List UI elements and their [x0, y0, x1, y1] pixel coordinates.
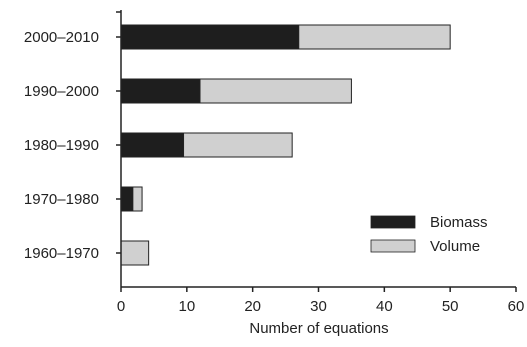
bar-volume-2000-2010 — [298, 24, 451, 50]
legend: Biomass Volume — [370, 214, 488, 255]
x-tick-label-0: 0 — [117, 298, 125, 315]
bar-biomass-2000-2010 — [120, 24, 300, 50]
x-ticks: 0 10 20 30 40 50 60 — [117, 287, 525, 315]
x-tick-label-60: 60 — [508, 298, 525, 315]
bar-volume-1980-1990 — [183, 132, 293, 158]
x-tick-label-40: 40 — [376, 298, 393, 315]
y-ticks: 2000–2010 1990–2000 1980–1990 1970–1980 1960… — [24, 11, 121, 262]
bar-volume-1990-2000 — [199, 78, 352, 104]
legend-label-volume: Volume — [430, 238, 480, 255]
bars-group — [120, 24, 451, 266]
y-tick-label-1990-2000: 1990–2000 — [24, 83, 99, 100]
y-tick-label-1980-1990: 1980–1990 — [24, 137, 99, 154]
x-tick-label-30: 30 — [310, 298, 327, 315]
bar-volume-1970-1980 — [132, 186, 143, 212]
y-tick-label-2000-2010: 2000–2010 — [24, 29, 99, 46]
x-tick-label-10: 10 — [178, 298, 195, 315]
x-axis-title: Number of equations — [249, 320, 388, 337]
x-tick-label-50: 50 — [442, 298, 459, 315]
bar-biomass-1970-1980 — [120, 186, 134, 212]
legend-label-biomass: Biomass — [430, 214, 488, 231]
bar-biomass-1980-1990 — [120, 132, 185, 158]
x-tick-label-20: 20 — [244, 298, 261, 315]
y-tick-label-1970-1980: 1970–1980 — [24, 191, 99, 208]
bar-volume-1960-1970 — [120, 240, 150, 266]
bar-biomass-1990-2000 — [120, 78, 201, 104]
legend-swatch-biomass — [370, 215, 416, 229]
legend-swatch-volume — [370, 239, 416, 253]
y-tick-label-1960-1970: 1960–1970 — [24, 245, 99, 262]
